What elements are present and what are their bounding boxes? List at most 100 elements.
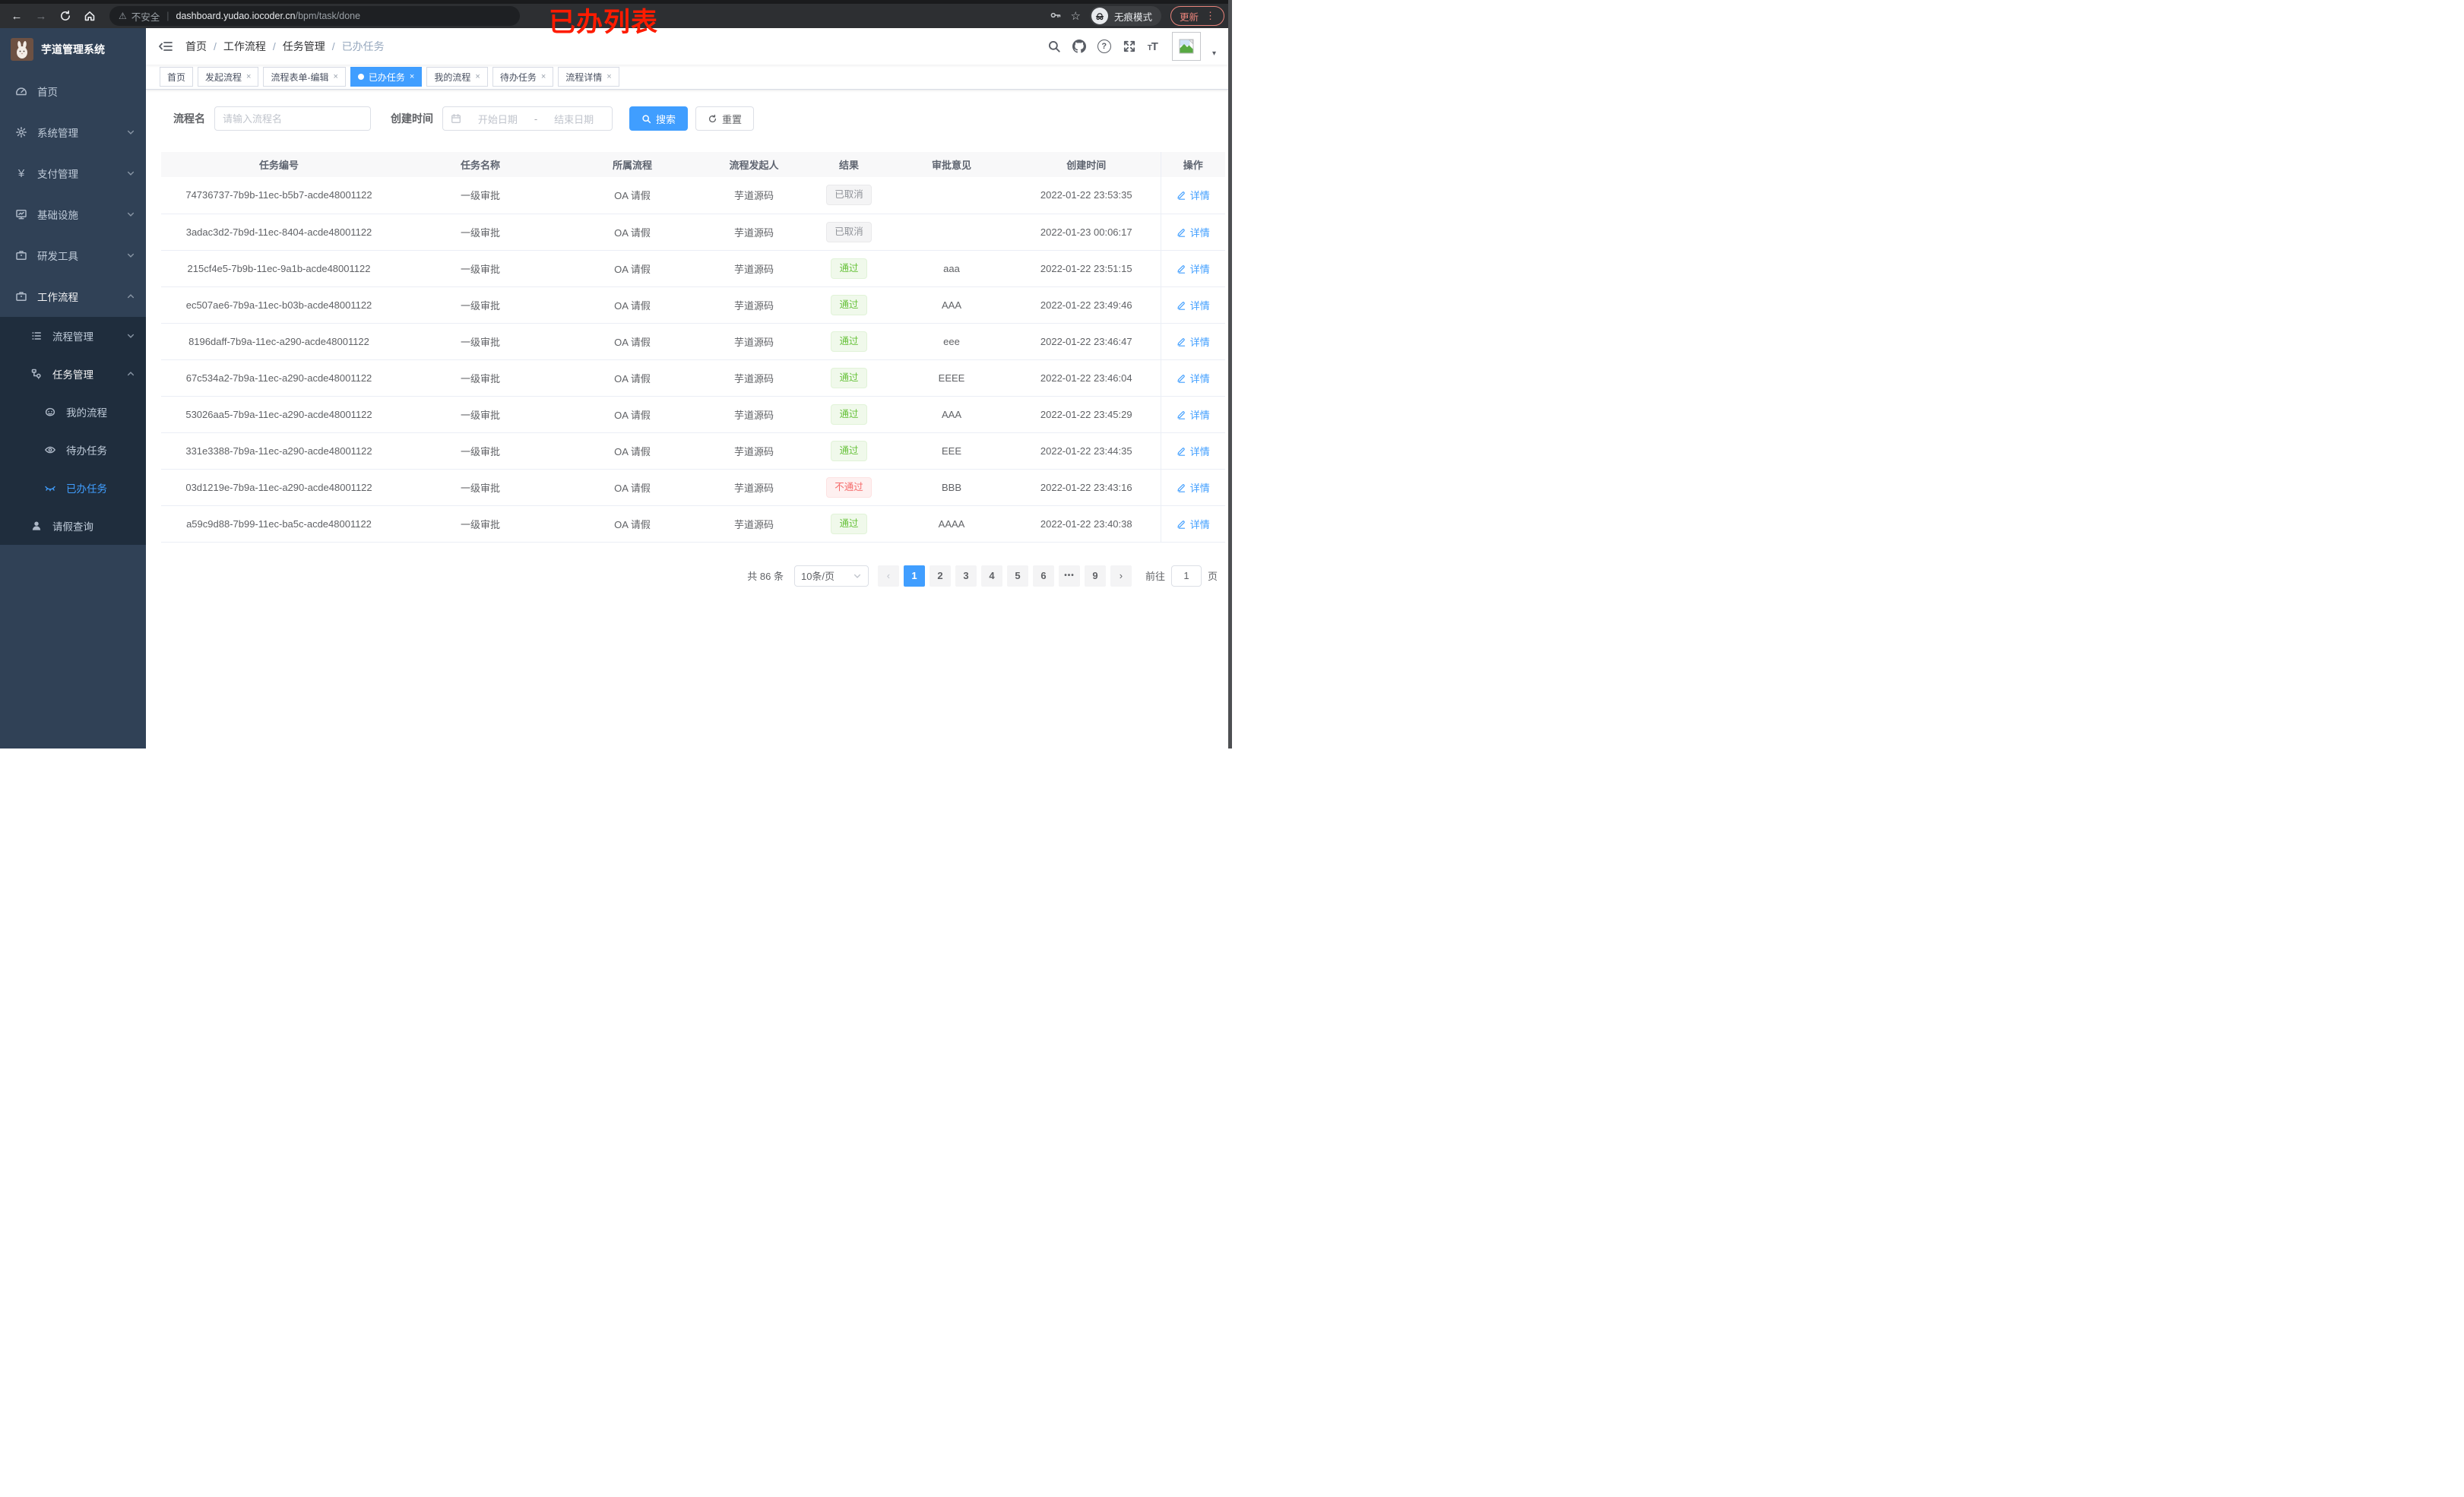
sidebar-item-payment[interactable]: ¥ 支付管理 <box>0 153 146 194</box>
reload-icon[interactable] <box>56 7 74 25</box>
sidebar-item-my-process[interactable]: 我的流程 <box>0 393 146 431</box>
date-range-field[interactable]: 开始日期 - 结束日期 <box>442 106 613 131</box>
sidebar-item-workflow[interactable]: 工作流程 <box>0 276 146 317</box>
yen-icon: ¥ <box>17 166 25 180</box>
dashboard-icon <box>16 87 27 96</box>
close-icon[interactable]: × <box>409 72 415 81</box>
process-name-input[interactable] <box>223 112 363 125</box>
fullscreen-icon[interactable] <box>1123 40 1136 53</box>
cell-process: OA 请假 <box>564 323 701 360</box>
close-icon[interactable]: × <box>475 72 480 81</box>
search-button[interactable]: 搜索 <box>629 106 689 131</box>
cell-task-id: ec507ae6-7b9a-11ec-b03b-acde48001122 <box>161 286 397 324</box>
close-icon[interactable]: × <box>333 72 338 81</box>
page-size-select[interactable]: 10条/页 <box>793 565 869 587</box>
status-badge: 通过 <box>831 294 867 315</box>
home-icon[interactable] <box>81 7 99 25</box>
url-bar[interactable]: ⚠ 不安全 | dashboard.yudao.iocoder.cn /bpm/… <box>109 6 520 26</box>
caret-down-icon[interactable]: ▾ <box>1211 49 1216 58</box>
detail-link[interactable]: 详情 <box>1177 334 1210 349</box>
update-button[interactable]: 更新 ⋮ <box>1170 6 1224 26</box>
tab-my-process[interactable]: 我的流程 × <box>426 67 488 87</box>
status-badge: 通过 <box>831 513 867 534</box>
sidebar-item-task-mgmt[interactable]: 任务管理 <box>0 355 146 393</box>
table-row: 8196daff-7b9a-11ec-a290-acde48001122 一级审… <box>161 323 1225 360</box>
goto-page-input[interactable] <box>1170 565 1202 587</box>
help-icon[interactable]: ? <box>1097 40 1111 53</box>
page-ellipsis[interactable]: ••• <box>1058 565 1080 587</box>
sidebar-collapse-icon[interactable] <box>158 39 173 54</box>
create-time-label: 创建时间 <box>391 112 433 125</box>
tab-form-edit[interactable]: 流程表单-编辑 × <box>263 67 346 87</box>
browser-menu-icon[interactable]: ⋮ <box>1205 10 1215 21</box>
detail-link[interactable]: 详情 <box>1177 407 1210 422</box>
col-task-name: 任务名称 <box>397 152 564 177</box>
github-icon[interactable] <box>1072 40 1086 53</box>
cell-result: 通过 <box>807 505 891 543</box>
back-icon[interactable]: ← <box>11 9 23 23</box>
close-icon[interactable]: × <box>246 72 252 81</box>
table-row: 74736737-7b9b-11ec-b5b7-acde48001122 一级审… <box>161 177 1225 214</box>
sidebar-item-leave-query[interactable]: 请假查询 <box>0 507 146 545</box>
breadcrumb-home[interactable]: 首页 <box>185 40 207 52</box>
reset-button[interactable]: 重置 <box>695 106 755 131</box>
breadcrumb-workflow[interactable]: 工作流程 <box>223 40 266 52</box>
cell-task-name: 一级审批 <box>397 177 564 214</box>
page-button[interactable]: 9 <box>1084 565 1106 587</box>
tab-done-tasks[interactable]: 已办任务 × <box>350 67 423 87</box>
table-row: 03d1219e-7b9a-11ec-a290-acde48001122 一级审… <box>161 469 1225 506</box>
page-button[interactable]: 5 <box>1006 565 1028 587</box>
detail-link[interactable]: 详情 <box>1177 480 1210 495</box>
tab-todo-tasks[interactable]: 待办任务 × <box>492 67 554 87</box>
key-icon[interactable] <box>1050 9 1062 24</box>
detail-link[interactable]: 详情 <box>1177 517 1210 531</box>
detail-link[interactable]: 详情 <box>1177 188 1210 202</box>
detail-link[interactable]: 详情 <box>1177 261 1210 276</box>
detail-link[interactable]: 详情 <box>1177 444 1210 458</box>
cell-task-id: 331e3388-7b9a-11ec-a290-acde48001122 <box>161 432 397 470</box>
page-button[interactable]: 6 <box>1032 565 1054 587</box>
prev-page-button[interactable]: ‹ <box>877 565 899 587</box>
page-button[interactable]: 2 <box>929 565 951 587</box>
sidebar-item-todo-tasks[interactable]: 待办任务 <box>0 431 146 469</box>
bookmark-star-icon[interactable]: ☆ <box>1070 10 1081 23</box>
tab-start-process[interactable]: 发起流程 × <box>198 67 259 87</box>
edit-pencil-icon <box>1177 191 1185 201</box>
detail-link[interactable]: 详情 <box>1177 225 1210 239</box>
search-icon[interactable] <box>1047 40 1061 53</box>
cell-process: OA 请假 <box>564 396 701 433</box>
incognito-label: 无痕模式 <box>1113 11 1152 23</box>
close-icon[interactable]: × <box>606 72 612 81</box>
cell-result: 通过 <box>807 432 891 470</box>
sidebar-item-system[interactable]: 系统管理 <box>0 112 146 153</box>
next-page-button[interactable]: › <box>1110 565 1132 587</box>
detail-link[interactable]: 详情 <box>1177 298 1210 312</box>
breadcrumb: 首页 / 工作流程 / 任务管理 / 已办任务 <box>185 40 385 52</box>
sidebar-item-home[interactable]: 首页 <box>0 71 146 112</box>
close-icon[interactable]: × <box>540 72 546 81</box>
monitor-icon <box>16 210 27 220</box>
page-button[interactable]: 1 <box>903 565 925 587</box>
cell-result: 通过 <box>807 250 891 287</box>
sidebar-item-infrastructure[interactable]: 基础设施 <box>0 194 146 235</box>
avatar[interactable] <box>1171 32 1201 61</box>
tab-process-detail[interactable]: 流程详情 × <box>558 67 619 87</box>
sidebar-item-process-mgmt[interactable]: 流程管理 <box>0 317 146 355</box>
cell-actions: 详情 <box>1160 469 1225 506</box>
cell-task-name: 一级审批 <box>397 323 564 360</box>
sidebar-item-done-tasks[interactable]: 已办任务 <box>0 469 146 507</box>
warning-icon: ⚠ <box>119 11 127 21</box>
table-header-row: 任务编号 任务名称 所属流程 流程发起人 结果 审批意见 创建时间 操作 <box>161 152 1225 177</box>
cell-process: OA 请假 <box>564 359 701 397</box>
page-button[interactable]: 4 <box>980 565 1002 587</box>
sidebar-item-devtools[interactable]: 研发工具 <box>0 235 146 276</box>
cell-task-id: 3adac3d2-7b9d-11ec-8404-acde48001122 <box>161 214 397 251</box>
chevron-down-icon <box>127 171 135 176</box>
detail-link[interactable]: 详情 <box>1177 371 1210 385</box>
process-name-field[interactable] <box>214 106 371 131</box>
forward-icon[interactable]: → <box>35 9 47 23</box>
breadcrumb-task-mgmt[interactable]: 任务管理 <box>282 40 325 52</box>
tab-home[interactable]: 首页 <box>160 67 194 87</box>
text-size-icon[interactable]: TT <box>1147 40 1158 53</box>
page-button[interactable]: 3 <box>955 565 977 587</box>
